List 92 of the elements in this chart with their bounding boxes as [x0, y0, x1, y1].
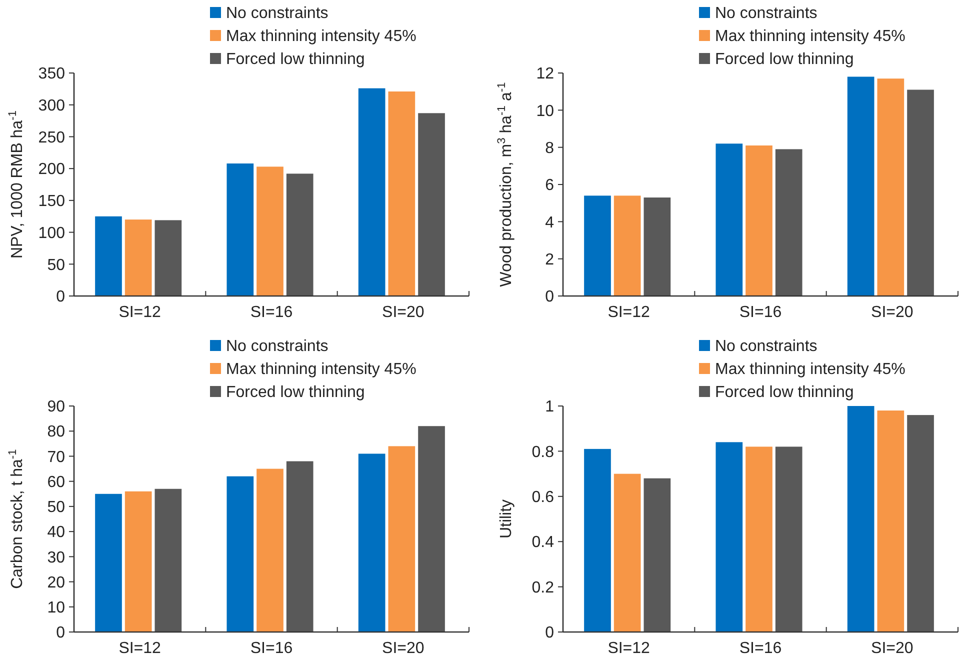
y-tick-label: 8 [545, 140, 554, 157]
legend-label: Forced low thinning [226, 51, 365, 68]
bar [226, 163, 254, 296]
y-tick-label: 90 [47, 398, 66, 416]
legend-label: Max thinning intensity 45% [715, 28, 906, 45]
legend-label: Max thinning intensity 45% [226, 28, 416, 45]
x-tick-label: SI=16 [739, 304, 782, 321]
legend-label: No constraints [715, 5, 818, 22]
y-tick-label: 30 [47, 549, 66, 566]
bar [256, 166, 284, 296]
bar [226, 476, 254, 632]
y-tick-label: 0.4 [532, 534, 554, 552]
y-tick-label: 0 [545, 288, 554, 306]
y-tick-label: 300 [38, 97, 66, 114]
y-tick-label: 0 [56, 624, 66, 642]
y-tick-label: 50 [47, 499, 66, 516]
bar [286, 461, 314, 632]
y-tick-label: 1 [545, 398, 554, 416]
bar [716, 144, 743, 296]
y-tick-label: 2 [545, 251, 554, 268]
bar [877, 410, 904, 632]
bar [256, 468, 284, 632]
x-tick-label: SI=12 [118, 640, 162, 657]
legend-label: No constraints [226, 338, 328, 355]
bar [124, 491, 152, 632]
y-tick-label: 40 [47, 524, 66, 542]
y-tick-label: 0.8 [532, 444, 554, 461]
bar [95, 216, 122, 296]
bar [847, 76, 874, 296]
y-tick-label: 0.6 [532, 489, 554, 506]
y-tick-label: 50 [47, 256, 66, 274]
y-tick-label: 10 [536, 102, 554, 120]
bar [95, 494, 122, 632]
bar [746, 145, 772, 296]
x-tick-label: SI=16 [739, 640, 782, 657]
y-tick-label: 150 [38, 193, 66, 210]
y-tick-label: 100 [38, 224, 66, 242]
legend-label: No constraints [715, 338, 818, 355]
x-tick-label: SI=12 [608, 304, 650, 321]
bar [154, 488, 182, 632]
x-tick-label: SI=20 [382, 304, 424, 321]
bar [614, 474, 641, 632]
bar [418, 426, 445, 632]
bar [644, 478, 671, 632]
y-tick-label: 4 [545, 214, 554, 232]
legend-label: No constraints [226, 5, 328, 22]
bar [716, 442, 743, 632]
y-tick-label: 0 [56, 288, 66, 306]
y-tick-label: 20 [47, 574, 66, 592]
bar [358, 88, 386, 296]
y-tick-label: 0 [545, 624, 554, 642]
legend-label: Forced low thinning [715, 384, 854, 401]
y-tick-label: 6 [545, 177, 554, 194]
bar [154, 220, 182, 296]
bar [388, 446, 416, 632]
y-tick-label: 350 [38, 66, 66, 83]
bar [388, 91, 416, 296]
bar [907, 90, 934, 296]
x-tick-label: SI=12 [118, 304, 162, 321]
bar [775, 149, 802, 296]
bar [847, 406, 874, 632]
legend-label: Forced low thinning [226, 384, 365, 401]
bar [358, 454, 386, 632]
bar [907, 415, 934, 632]
y-tick-label: 60 [47, 474, 66, 491]
y-tick-label: 12 [536, 66, 554, 83]
x-tick-label: SI=16 [250, 304, 293, 321]
bar [418, 113, 445, 296]
bar [877, 78, 904, 296]
y-tick-label: 200 [38, 161, 66, 178]
legend-label: Max thinning intensity 45% [715, 361, 906, 378]
bar [286, 174, 314, 296]
bar [584, 196, 611, 296]
y-tick-label: 0.2 [532, 579, 554, 596]
bar [124, 220, 152, 296]
bar [644, 198, 671, 296]
y-tick-label: 80 [47, 424, 66, 441]
x-tick-label: SI=20 [871, 640, 914, 657]
x-tick-label: SI=16 [250, 640, 293, 657]
bar [775, 446, 802, 632]
bar [584, 448, 611, 632]
bar [746, 446, 772, 632]
y-axis-title: Utility [498, 499, 515, 539]
y-tick-label: 250 [38, 129, 66, 146]
legend-label: Forced low thinning [715, 51, 854, 68]
x-tick-label: SI=20 [871, 304, 914, 321]
x-tick-label: SI=12 [608, 640, 650, 657]
x-tick-label: SI=20 [382, 640, 424, 657]
bar [614, 196, 641, 296]
y-tick-label: 70 [47, 448, 66, 466]
legend-label: Max thinning intensity 45% [226, 361, 416, 378]
y-tick-label: 10 [47, 599, 66, 616]
